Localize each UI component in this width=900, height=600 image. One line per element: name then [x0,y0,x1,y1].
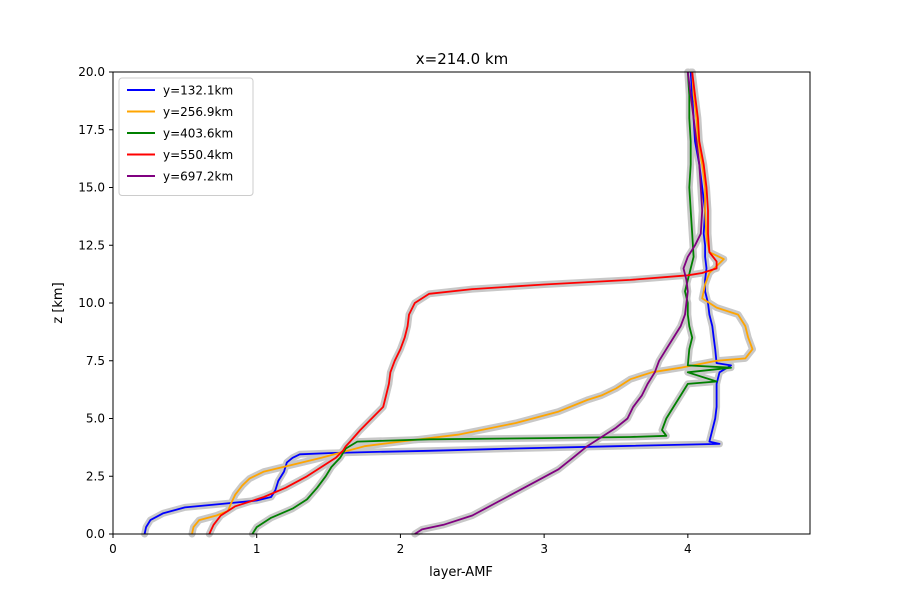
legend-label: y=256.9km [163,105,233,119]
legend-label: y=550.4km [163,148,233,162]
y-tick-label: 7.5 [86,354,105,368]
y-tick-label: 15.0 [78,181,105,195]
series-line-1 [191,71,754,535]
series-line-3 [208,71,718,535]
y-tick-label: 5.0 [86,412,105,426]
y-tick-label: 12.5 [78,238,105,252]
x-axis-label: layer-AMF [429,565,493,580]
legend-box [118,77,254,196]
y-tick-label: 2.5 [86,469,105,483]
x-tick-label: 2 [397,542,405,556]
y-tick-label: 0.0 [86,527,105,541]
y-tick-label: 17.5 [78,123,105,137]
y-axis-ticks: 0.0 2.5 5.0 7.5 10.0 12.5 15.0 17.5 20.0 [78,65,113,541]
x-tick-label: 0 [109,542,117,556]
x-axis-ticks: 0 1 2 3 4 [109,534,692,556]
y-tick-label: 10.0 [78,296,105,310]
x-tick-label: 4 [684,542,692,556]
x-tick-label: 1 [253,542,261,556]
y-tick-label: 20.0 [78,65,105,79]
legend-label: y=132.1km [163,84,233,98]
legend-label: y=697.2km [163,170,233,184]
legend-label: y=403.6km [163,127,233,141]
legend: y=132.1km y=256.9km y=403.6km y=550.4km y=69… [118,77,254,196]
series-line-2 [251,71,732,535]
chart-title: x=214.0 km [416,50,508,68]
series-lines [143,71,754,535]
x-tick-label: 3 [540,542,548,556]
series-line-4 [414,71,704,535]
y-axis-label: z [km] [51,282,66,323]
